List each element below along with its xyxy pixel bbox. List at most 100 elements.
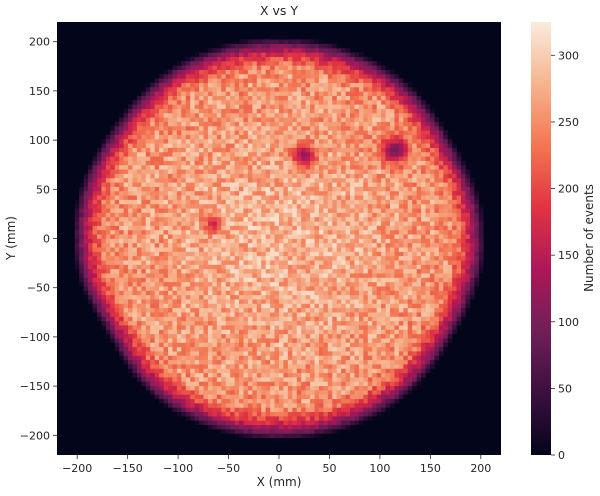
- heatmap-cell: [176, 151, 182, 157]
- heatmap-cell: [207, 411, 213, 417]
- heatmap-cell: [172, 177, 178, 183]
- heatmap-cell: [168, 368, 173, 374]
- heatmap-cell: [314, 86, 320, 92]
- heatmap-cell: [261, 238, 267, 244]
- heatmap-cell: [185, 372, 191, 378]
- heatmap-cell: [181, 281, 187, 287]
- heatmap-cell: [176, 112, 182, 118]
- heatmap-cell: [336, 247, 342, 252]
- heatmap-cell: [83, 273, 89, 278]
- heatmap-cell: [310, 190, 315, 196]
- heatmap-cell: [287, 368, 293, 374]
- heatmap-cell: [194, 351, 200, 356]
- heatmap-cell: [292, 229, 298, 235]
- heatmap-cell: [243, 86, 249, 92]
- heatmap-cell: [199, 156, 204, 161]
- heatmap-cell: [323, 411, 329, 417]
- heatmap-cell: [216, 351, 222, 356]
- heatmap-cell: [168, 203, 173, 209]
- heatmap-cell: [292, 333, 298, 339]
- heatmap-cell: [207, 351, 213, 356]
- heatmap-cell: [194, 173, 200, 179]
- heatmap-cell: [123, 125, 129, 131]
- heatmap-cell: [212, 372, 218, 378]
- heatmap-cell: [265, 299, 271, 304]
- heatmap-cell: [350, 86, 355, 92]
- heatmap-cell: [283, 69, 289, 75]
- heatmap-cell: [323, 260, 329, 265]
- heatmap-cell: [305, 346, 311, 352]
- heatmap-cell: [318, 125, 324, 131]
- heatmap-cell: [247, 156, 253, 161]
- heatmap-cell: [159, 277, 164, 283]
- heatmap-cell: [185, 368, 191, 374]
- heatmap-cell: [212, 333, 218, 339]
- heatmap-cell: [163, 229, 169, 235]
- heatmap-cell: [225, 156, 231, 161]
- heatmap-cell: [181, 390, 187, 395]
- heatmap-cell: [181, 286, 187, 291]
- heatmap-cell: [296, 78, 302, 83]
- heatmap-cell: [216, 424, 222, 430]
- heatmap-cell: [172, 169, 178, 174]
- heatmap-cell: [314, 281, 320, 287]
- heatmap-cell: [176, 195, 182, 200]
- heatmap-cell: [310, 177, 315, 183]
- heatmap-cell: [207, 316, 213, 322]
- heatmap-cell: [132, 273, 138, 278]
- heatmap-cell: [318, 108, 324, 114]
- heatmap-cell: [163, 281, 169, 287]
- heatmap-cell: [172, 125, 178, 131]
- heatmap-cell: [110, 208, 116, 213]
- heatmap-cell: [225, 355, 231, 361]
- heatmap-cell: [216, 381, 222, 387]
- heatmap-cell: [176, 403, 182, 408]
- heatmap-cell: [176, 147, 182, 153]
- heatmap-cell: [141, 99, 147, 105]
- heatmap-cell: [185, 60, 191, 66]
- heatmap-cell: [105, 138, 111, 144]
- heatmap-cell: [181, 398, 187, 404]
- heatmap-cell: [318, 242, 324, 248]
- heatmap-cell: [225, 130, 231, 135]
- heatmap-cell: [114, 268, 120, 274]
- heatmap-cell: [110, 238, 116, 244]
- heatmap-cell: [88, 260, 93, 265]
- heatmap-cell: [256, 73, 262, 79]
- heatmap-cell: [270, 190, 275, 196]
- heatmap-cell: [336, 130, 342, 135]
- heatmap-cell: [354, 73, 360, 79]
- heatmap-cell: [336, 338, 342, 343]
- heatmap-cell: [203, 351, 209, 356]
- heatmap-cell: [287, 394, 293, 400]
- heatmap-cell: [190, 195, 195, 200]
- heatmap-cell: [194, 316, 200, 322]
- heatmap-cell: [105, 264, 111, 270]
- heatmap-cell: [159, 216, 164, 222]
- heatmap-cell: [327, 260, 333, 265]
- heatmap-cell: [145, 290, 151, 296]
- heatmap-cell: [172, 134, 178, 140]
- heatmap-cell: [287, 390, 293, 395]
- heatmap-cell: [221, 130, 227, 135]
- heatmap-cell: [203, 316, 209, 322]
- heatmap-cell: [150, 86, 156, 92]
- heatmap-cell: [283, 433, 289, 439]
- heatmap-cell: [265, 125, 271, 131]
- heatmap-cell: [314, 78, 320, 83]
- heatmap-cell: [341, 121, 346, 127]
- heatmap-cell: [247, 104, 253, 109]
- heatmap-cell: [123, 338, 129, 343]
- heatmap-cell: [119, 320, 124, 326]
- heatmap-cell: [296, 52, 302, 57]
- heatmap-cell: [292, 117, 298, 122]
- heatmap-cell: [341, 411, 346, 417]
- heatmap-cell: [354, 385, 360, 391]
- heatmap-cell: [345, 251, 351, 257]
- heatmap-cell: [261, 182, 267, 187]
- heatmap-cell: [296, 108, 302, 114]
- heatmap-cell: [270, 186, 275, 192]
- heatmap-cell: [145, 173, 151, 179]
- heatmap-cell: [283, 281, 289, 287]
- heatmap-cell: [336, 117, 342, 122]
